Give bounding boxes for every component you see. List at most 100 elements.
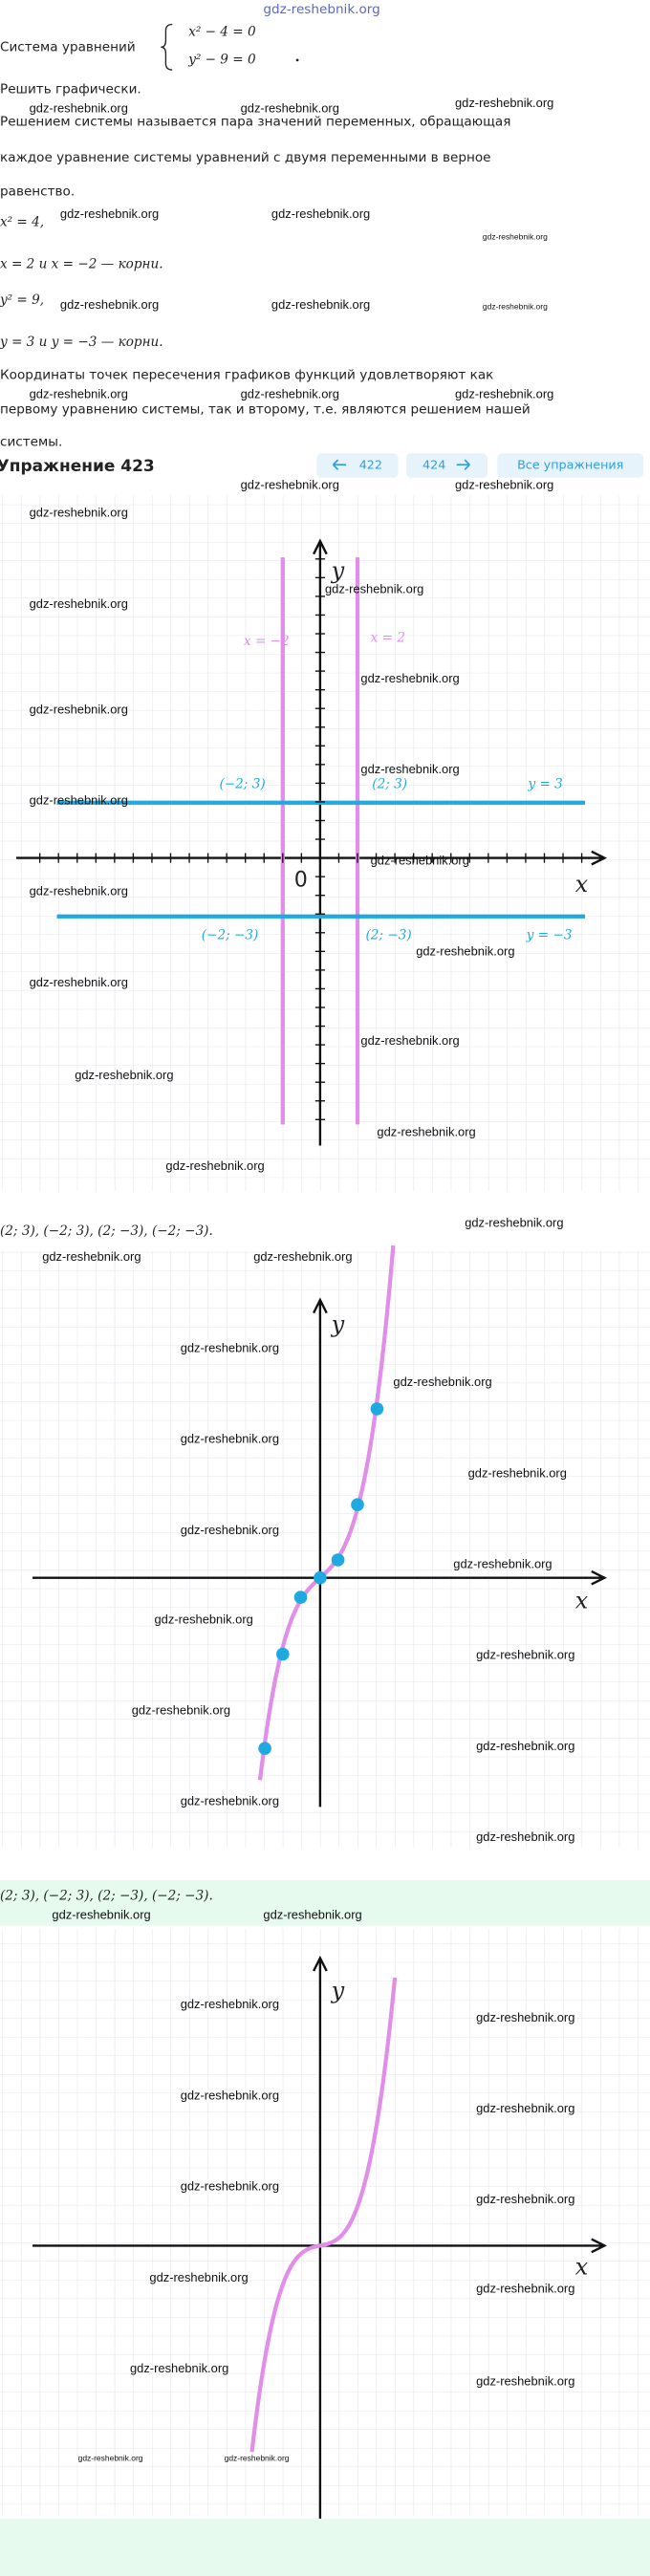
button-bg bbox=[497, 453, 644, 478]
watermark: gdz-reshebnik.org bbox=[271, 297, 370, 312]
watermark: gdz-reshebnik.org bbox=[52, 1908, 150, 1922]
next-label: 424 bbox=[422, 459, 445, 473]
y-axis-label: y bbox=[331, 1311, 345, 1338]
text-line: Координаты точек пересечения графиков фу… bbox=[0, 368, 493, 383]
point bbox=[276, 1647, 290, 1661]
axes bbox=[16, 538, 608, 1146]
prev-button[interactable]: 422 bbox=[316, 453, 399, 478]
x-axis-label: x bbox=[575, 871, 589, 898]
watermark: gdz-reshebnik.org bbox=[393, 1375, 491, 1389]
watermark: gdz-reshebnik.org bbox=[75, 1068, 173, 1082]
watermark: gdz-reshebnik.org bbox=[241, 387, 339, 401]
text-line: каждое уравнение системы уравнений с дву… bbox=[0, 150, 490, 165]
equation: y² − 9 = 0 bbox=[187, 52, 256, 67]
watermark: gdz-reshebnik.org bbox=[453, 1557, 552, 1571]
watermark: gdz-reshebnik.org bbox=[476, 1829, 574, 1844]
points bbox=[258, 1402, 384, 1755]
watermark: gdz-reshebnik.org bbox=[476, 2282, 574, 2296]
text-line: системы. bbox=[0, 434, 62, 449]
period bbox=[295, 58, 299, 62]
watermark: gdz-reshebnik.org bbox=[377, 1124, 475, 1138]
button-bg bbox=[405, 453, 488, 478]
all-button[interactable]: Все упражнения bbox=[497, 453, 644, 478]
watermark: gdz-reshebnik.org bbox=[271, 206, 370, 221]
y-axis-label: y bbox=[331, 1978, 345, 2004]
site-link[interactable]: gdz-reshebnik.org bbox=[263, 2, 379, 17]
watermark: gdz-reshebnik.org bbox=[253, 1249, 352, 1264]
text-line: первому уравнению системы, так и второму… bbox=[0, 401, 531, 417]
point bbox=[351, 1498, 364, 1511]
footer-band bbox=[0, 2518, 650, 2576]
text-line: равенство. bbox=[0, 184, 75, 200]
answer: (2; 3), (−2; 3), (2; −3), (−2; −3). bbox=[0, 1888, 213, 1903]
watermark: gdz-reshebnik.org bbox=[30, 506, 128, 520]
point-label: (2; −3) bbox=[365, 928, 411, 943]
answer-band bbox=[0, 1879, 650, 1926]
text-lines: Решить графически. Решением системы назыв… bbox=[0, 81, 531, 449]
x-axis-label: x bbox=[575, 1588, 589, 1614]
graph-grid bbox=[0, 1928, 650, 2516]
point-label: (−2; −3) bbox=[202, 928, 259, 943]
watermark: gdz-reshebnik.org bbox=[30, 100, 128, 115]
axis-ticks bbox=[38, 558, 583, 1120]
prev-label: 422 bbox=[359, 459, 382, 473]
watermark: gdz-reshebnik.org bbox=[468, 1465, 567, 1480]
text-line: x² = 4, bbox=[0, 214, 44, 229]
watermark: gdz-reshebnik.org bbox=[132, 1702, 230, 1717]
text-line: Решить графически. bbox=[0, 81, 141, 97]
watermark: gdz-reshebnik.org bbox=[360, 762, 459, 776]
watermark: gdz-reshebnik.org bbox=[476, 1739, 574, 1753]
watermark: gdz-reshebnik.org bbox=[476, 2374, 574, 2389]
system-label: Система уравнений bbox=[0, 39, 136, 54]
watermark: gdz-reshebnik.org bbox=[30, 702, 128, 716]
text-line: y = 3 и y = −3 — корни. bbox=[0, 335, 163, 350]
point bbox=[314, 1570, 327, 1585]
x-axis-label: x bbox=[575, 2254, 589, 2281]
arrow-right bbox=[456, 459, 470, 470]
watermark: gdz-reshebnik.org bbox=[181, 1997, 279, 2011]
line-label: y = −3 bbox=[526, 928, 573, 943]
watermark: gdz-reshebnik.org bbox=[241, 478, 339, 492]
watermark: gdz-reshebnik.org bbox=[465, 1216, 563, 1230]
equation: x² − 4 = 0 bbox=[188, 24, 256, 39]
watermark: gdz-reshebnik.org bbox=[483, 302, 548, 312]
watermark: gdz-reshebnik.org bbox=[263, 1908, 361, 1922]
text-line: Решением системы называется пара значени… bbox=[0, 114, 510, 129]
watermark: gdz-reshebnik.org bbox=[371, 853, 469, 867]
watermark: gdz-reshebnik.org bbox=[42, 1249, 141, 1264]
watermark: gdz-reshebnik.org bbox=[416, 944, 514, 959]
text-line: y² = 9, bbox=[0, 292, 44, 308]
point bbox=[331, 1553, 345, 1567]
point-label: (2; 3) bbox=[372, 777, 407, 792]
line-label: x = 2 bbox=[371, 631, 405, 646]
watermark: gdz-reshebnik.org bbox=[30, 387, 128, 401]
watermark: gdz-reshebnik.org bbox=[360, 671, 459, 685]
watermark: gdz-reshebnik.org bbox=[476, 1648, 574, 1662]
next-button[interactable]: 424 bbox=[405, 453, 488, 478]
watermark: gdz-reshebnik.org bbox=[149, 2270, 248, 2284]
watermark: gdz-reshebnik.org bbox=[181, 1794, 279, 1808]
watermark: gdz-reshebnik.org bbox=[181, 1523, 279, 1537]
watermark: gdz-reshebnik.org bbox=[78, 2453, 143, 2462]
text-line: x = 2 и x = −2 — корни. bbox=[0, 257, 163, 272]
point bbox=[293, 1591, 308, 1604]
watermark: gdz-reshebnik.org bbox=[225, 2453, 290, 2462]
watermark: gdz-reshebnik.org bbox=[155, 1612, 253, 1626]
all-label: Все упражнения bbox=[517, 459, 623, 473]
watermark: gdz-reshebnik.org bbox=[325, 582, 423, 596]
graph-grid bbox=[0, 495, 650, 1192]
watermark: gdz-reshebnik.org bbox=[455, 96, 553, 110]
brace bbox=[161, 23, 173, 71]
watermark: gdz-reshebnik.org bbox=[241, 100, 339, 115]
watermark: gdz-reshebnik.org bbox=[455, 478, 553, 492]
watermark: gdz-reshebnik.org bbox=[181, 1340, 279, 1354]
origin-label: 0 bbox=[294, 867, 308, 892]
watermarks: gdz-reshebnik.org gdz-reshebnik.org gdz-re… bbox=[30, 96, 575, 2462]
point bbox=[370, 1402, 384, 1416]
curve bbox=[249, 1977, 398, 2453]
watermark: gdz-reshebnik.org bbox=[483, 231, 548, 241]
exercise-title: Упражнение 423 bbox=[0, 457, 155, 476]
arrow-left bbox=[332, 459, 347, 470]
